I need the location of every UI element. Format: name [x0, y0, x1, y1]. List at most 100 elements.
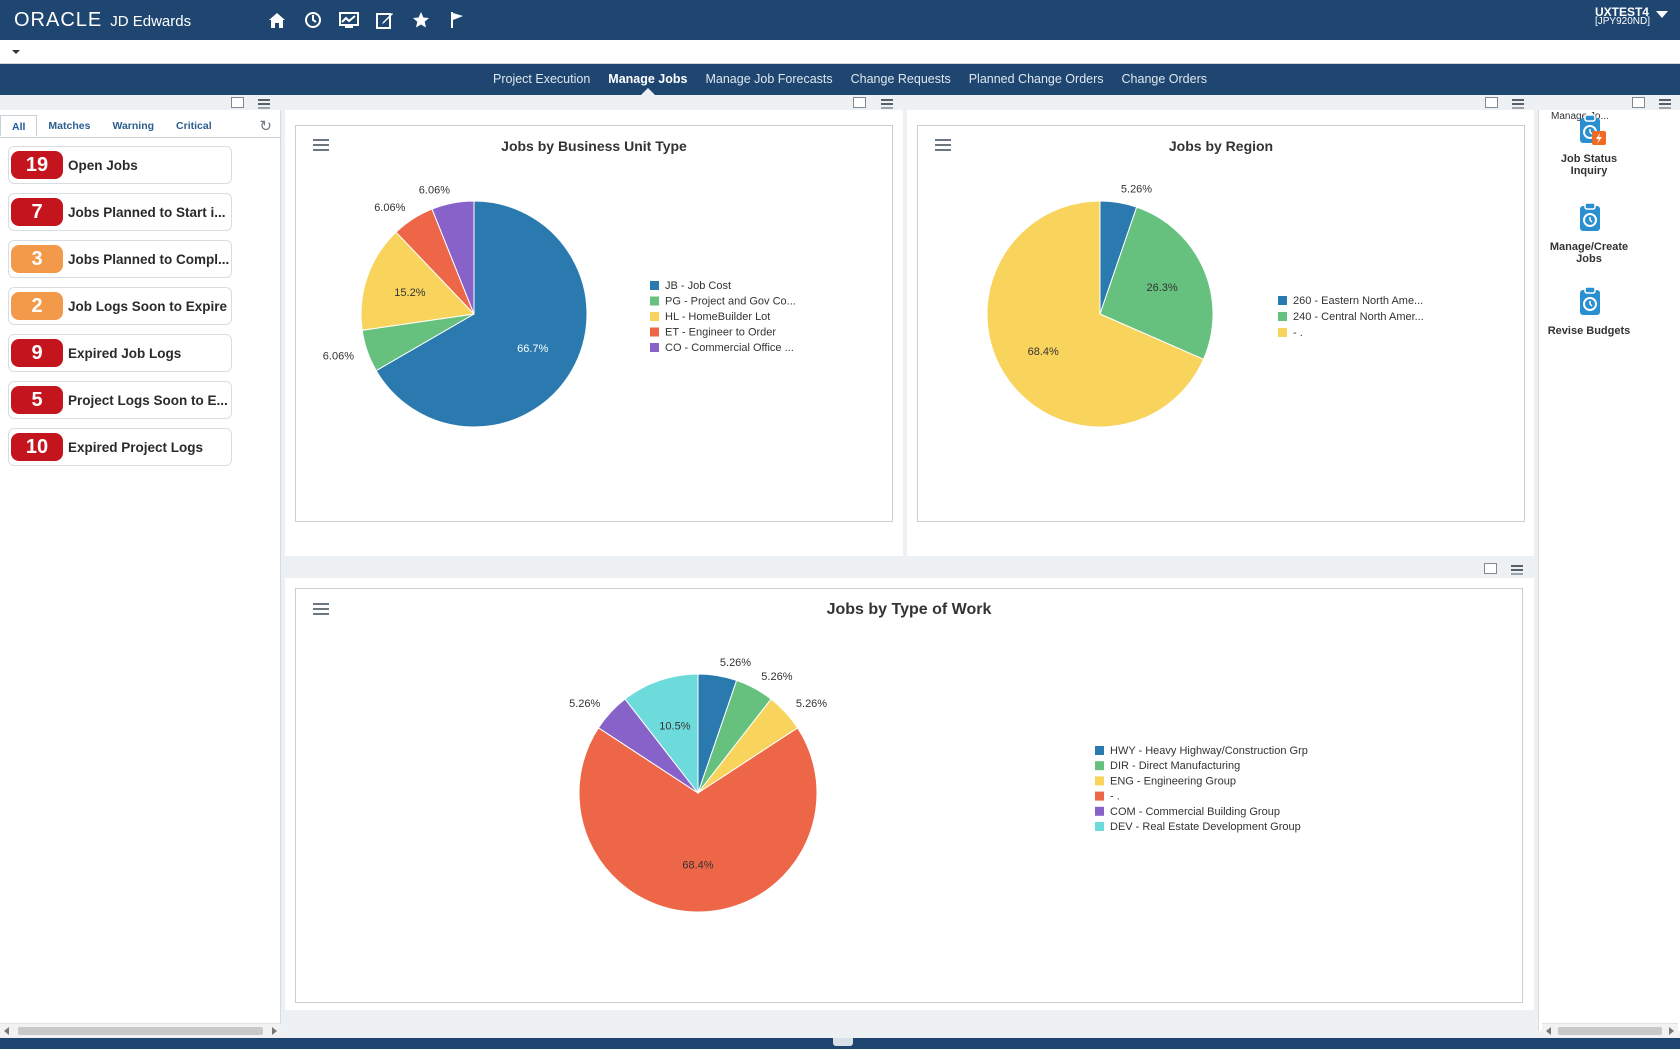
legend-swatch — [1095, 776, 1104, 786]
scroll-left-icon[interactable] — [4, 1027, 9, 1035]
watchlist-item[interactable]: 3 Jobs Planned to Compl... — [8, 240, 232, 278]
pie-slice[interactable] — [1099, 206, 1214, 361]
recent-icon[interactable] — [302, 9, 324, 31]
slice-data-label: 6.06% — [374, 202, 405, 214]
legend-label[interactable]: - . — [1110, 791, 1120, 803]
watchlist-count-badge: 7 — [11, 198, 63, 226]
chart-pane-type-of-work: Jobs by Type of Work 5.26% 5.26% 5.26% 68.4… — [285, 563, 1534, 1010]
tab-manage-jobs[interactable]: Manage Jobs — [599, 64, 696, 95]
maximize-icon[interactable] — [1632, 97, 1645, 108]
legend-label[interactable]: PG - Project and Gov Co... — [665, 296, 796, 308]
watchlist-item[interactable]: 7 Jobs Planned to Start i... — [8, 193, 232, 231]
home-icon[interactable] — [266, 9, 288, 31]
logo-oracle-text: ORACLE — [14, 9, 103, 31]
watchlist-count-badge: 5 — [11, 386, 63, 414]
slice-data-label: 68.4% — [682, 859, 713, 871]
maximize-icon[interactable] — [231, 97, 244, 108]
legend-label[interactable]: HWY - Heavy Highway/Construction Grp — [1110, 745, 1308, 757]
panel-menu-icon[interactable] — [1512, 98, 1525, 109]
panel-menu-icon[interactable] — [1659, 98, 1672, 109]
legend-label[interactable]: - . — [1293, 327, 1303, 339]
flag-icon[interactable] — [446, 9, 468, 31]
springboard-label: Revise Budgets — [1539, 325, 1639, 337]
chart-menu-icon[interactable] — [313, 603, 329, 617]
nav-tabs: Project Execution Manage Jobs Manage Job F… — [484, 64, 1216, 95]
tab-change-requests[interactable]: Change Requests — [850, 72, 951, 86]
pie-slice[interactable] — [375, 200, 588, 428]
legend-label[interactable]: DIR - Direct Manufacturing — [1110, 760, 1240, 772]
maximize-icon[interactable] — [853, 97, 866, 108]
springboard-label-line1: Manage/Create — [1549, 241, 1629, 253]
legend-label[interactable]: 240 - Central North Amer... — [1293, 311, 1424, 323]
springboard-tile[interactable]: Manage/Create Jobs — [1539, 201, 1639, 265]
header-toolbar — [266, 9, 468, 31]
scroll-right-icon[interactable] — [272, 1027, 277, 1035]
scroll-right-icon[interactable] — [1669, 1027, 1674, 1035]
pie-slice[interactable] — [578, 727, 818, 913]
page-navigation: Project Execution Manage Jobs Manage Job F… — [0, 64, 1680, 95]
legend-label[interactable]: CO - Commercial Office ... — [665, 342, 794, 354]
slice-data-label: 15.2% — [394, 287, 425, 299]
tab-warning[interactable]: Warning — [112, 120, 155, 132]
edit-icon[interactable] — [374, 9, 396, 31]
springboard-label-line1: Job Status — [1560, 153, 1618, 165]
slice-data-label: 26.3% — [1146, 282, 1177, 294]
legend-swatch — [650, 327, 659, 337]
tab-planned-change-orders[interactable]: Planned Change Orders — [968, 72, 1104, 86]
watchlist-item[interactable]: 5 Project Logs Soon to E... — [8, 381, 232, 419]
tab-all[interactable]: All — [0, 115, 38, 137]
legend-label[interactable]: ENG - Engineering Group — [1110, 775, 1236, 787]
pie-slice[interactable] — [360, 231, 476, 331]
watchlist-count-badge: 19 — [11, 151, 63, 179]
watchlist-item[interactable]: 19 Open Jobs — [8, 146, 232, 184]
tab-change-orders[interactable]: Change Orders — [1121, 72, 1207, 86]
springboard-tile[interactable]: Job Status Inquiry — [1539, 113, 1639, 177]
watchlist-count-badge: 9 — [11, 339, 63, 367]
legend-label[interactable]: JB - Job Cost — [665, 280, 731, 292]
chart-title: Jobs by Business Unit Type — [501, 138, 687, 154]
legend-swatch — [1095, 746, 1104, 755]
watchlist-horizontal-scrollbar[interactable] — [0, 1023, 281, 1037]
watchlist-tabs: All Matches Warning Critical — [0, 115, 223, 137]
maximize-icon[interactable] — [1485, 97, 1498, 108]
watchlist-item[interactable]: 9 Expired Job Logs — [8, 334, 232, 372]
legend-label[interactable]: DEV - Real Estate Development Group — [1110, 821, 1301, 833]
slice-data-label: 6.06% — [323, 351, 354, 363]
dropdown-caret-icon[interactable] — [12, 50, 20, 54]
pie-slice[interactable] — [986, 200, 1205, 428]
springboard-tile[interactable]: Revise Budgets — [1539, 285, 1639, 337]
legend-label[interactable]: ET - Engineer to Order — [665, 327, 776, 339]
user-menu-caret-icon[interactable] — [1656, 11, 1668, 18]
scroll-left-icon[interactable] — [1546, 1027, 1551, 1035]
user-environment: [JPY920ND] — [1594, 16, 1650, 27]
legend-label[interactable]: COM - Commercial Building Group — [1110, 806, 1280, 818]
user-menu[interactable]: UXTEST4 [JPY920ND] — [1594, 6, 1650, 27]
favorites-icon[interactable] — [410, 9, 432, 31]
chart-menu-icon[interactable] — [313, 139, 329, 153]
chart-title: Jobs by Region — [1168, 138, 1274, 154]
tab-matches[interactable]: Matches — [48, 120, 91, 132]
watchlist-item[interactable]: 10 Expired Project Logs — [8, 428, 232, 466]
tab-project-execution[interactable]: Project Execution — [493, 72, 591, 86]
tab-critical[interactable]: Critical — [176, 120, 212, 132]
tab-manage-job-forecasts[interactable]: Manage Job Forecasts — [705, 72, 833, 86]
chart-menu-icon[interactable] — [935, 139, 951, 153]
panel-menu-icon[interactable] — [1511, 564, 1524, 575]
watchlist-item[interactable]: 2 Job Logs Soon to Expire — [8, 287, 232, 325]
legend-label[interactable]: 260 - Eastern North Ame... — [1293, 295, 1423, 307]
panel-menu-icon[interactable] — [881, 98, 894, 109]
oracle-jde-logo[interactable]: ORACLE JD Edwards — [14, 9, 191, 32]
watchlist-label: Project Logs Soon to E... — [68, 392, 228, 408]
panel-menu-icon[interactable] — [258, 98, 271, 109]
scroll-thumb[interactable] — [18, 1027, 263, 1035]
legend-label[interactable]: HL - HomeBuilder Lot — [665, 311, 770, 323]
pie-slice[interactable] — [624, 673, 699, 795]
refresh-icon[interactable]: ↻ — [259, 118, 272, 135]
springboard-horizontal-scrollbar[interactable] — [1542, 1023, 1678, 1037]
pie-slice[interactable] — [431, 200, 475, 315]
maximize-icon[interactable] — [1484, 563, 1497, 574]
job-status-inquiry-icon — [1574, 113, 1606, 147]
expand-handle-icon[interactable] — [833, 1038, 853, 1046]
scroll-thumb[interactable] — [1558, 1027, 1662, 1035]
dashboard-icon[interactable] — [338, 9, 360, 31]
